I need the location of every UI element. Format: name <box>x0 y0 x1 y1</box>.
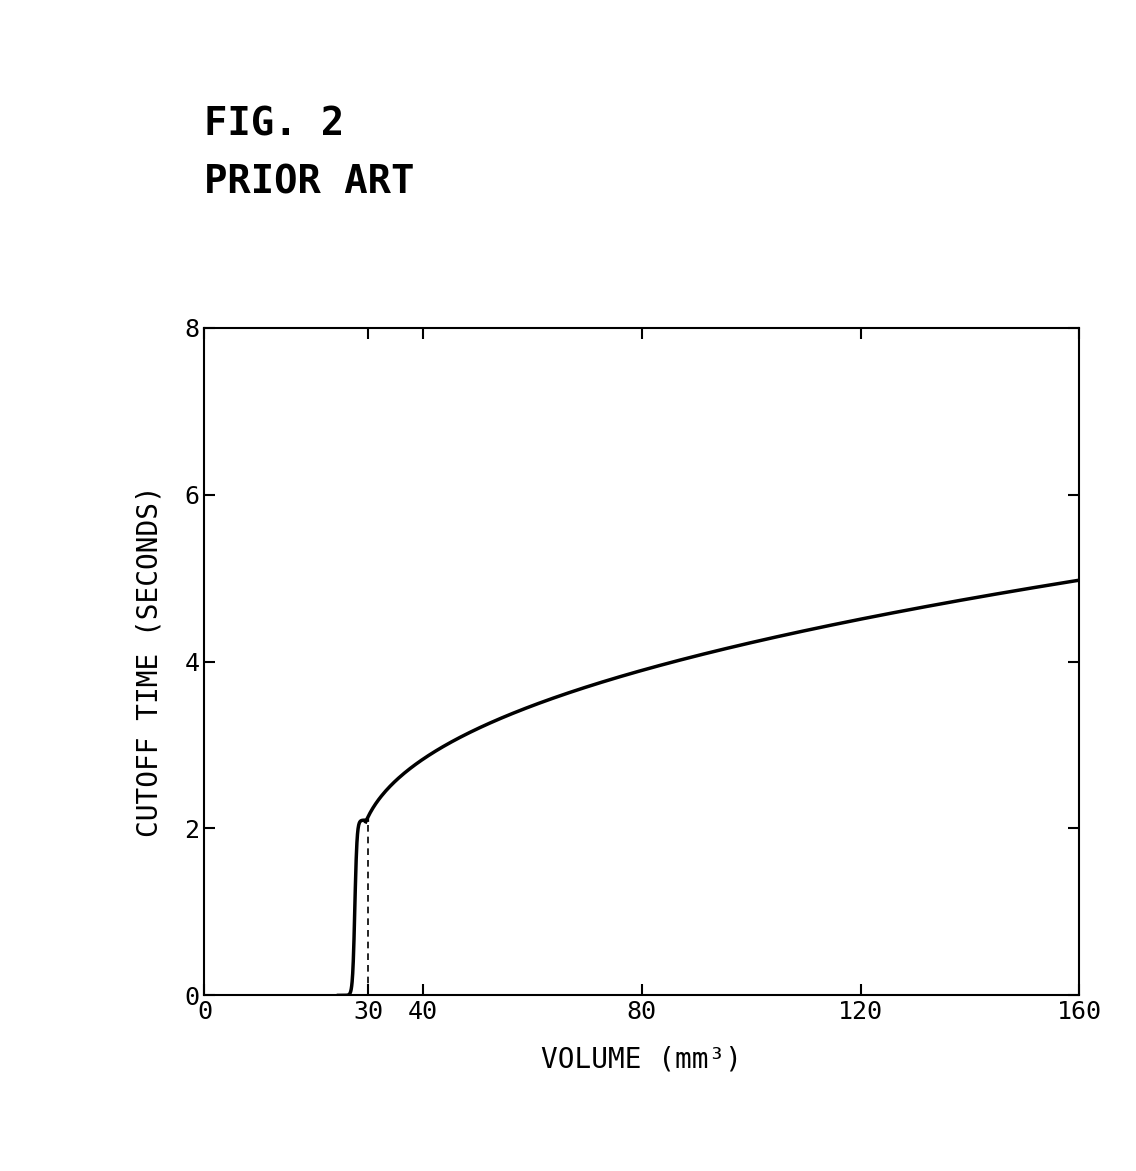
Y-axis label: CUTOFF TIME (SECONDS): CUTOFF TIME (SECONDS) <box>136 486 164 837</box>
Text: FIG. 2: FIG. 2 <box>204 105 344 143</box>
Text: PRIOR ART: PRIOR ART <box>204 164 415 201</box>
X-axis label: VOLUME (mm³): VOLUME (mm³) <box>542 1045 742 1073</box>
